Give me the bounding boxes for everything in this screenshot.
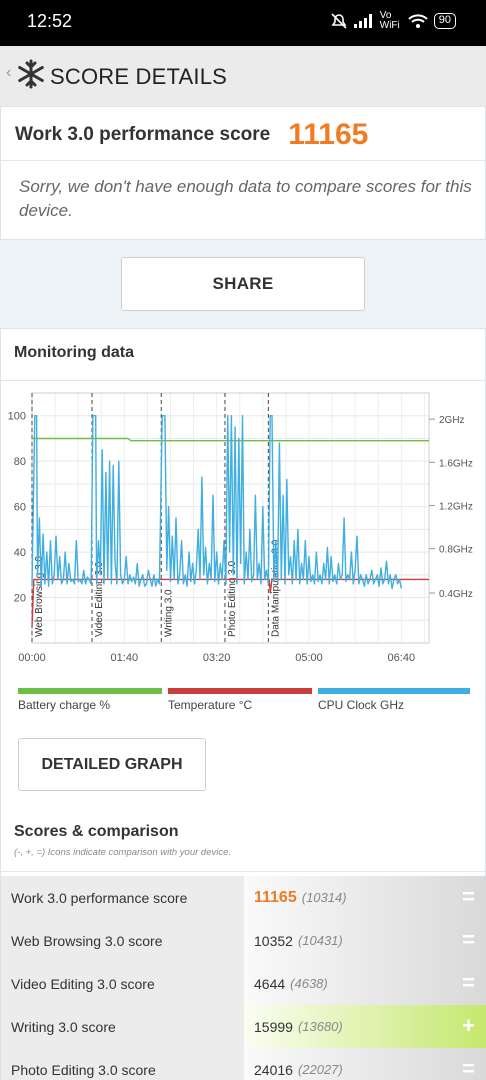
monitoring-title: Monitoring data <box>14 344 134 361</box>
snowflake-logo-icon <box>18 59 44 89</box>
row-score: 11165 <box>254 888 297 906</box>
score-row: Work 3.0 performance score 11165 <box>15 115 368 155</box>
monitoring-chart[interactable]: 20 40 60 80 100 0.4GHz 0.8GHz 1.2GHz 1.6GHz 2GHz 0… <box>1 381 486 681</box>
monitoring-card: Monitoring data 20 40 60 80 100 0.4GHz 0.8GHz 1… <box>0 328 486 1080</box>
y-tick-label-right: 2GHz <box>439 415 465 426</box>
plus-icon: + <box>462 1013 475 1038</box>
table-row[interactable]: Work 3.0 performance score 11165 (10314)… <box>1 876 486 919</box>
comparison-table: Work 3.0 performance score 11165 (10314)… <box>1 876 486 1080</box>
status-icons: Vo WiFi 90 <box>330 11 456 31</box>
detailed-graph-button[interactable]: DETAILED GRAPH <box>18 738 206 791</box>
legend-swatch-cpu <box>318 688 470 694</box>
row-score: 15999 <box>254 1018 293 1035</box>
share-button[interactable]: SHARE <box>121 257 365 311</box>
equal-icon: = <box>462 1056 475 1080</box>
phase-label: Writing 3.0 <box>163 589 174 637</box>
equal-icon: = <box>462 970 475 995</box>
table-row[interactable]: Writing 3.0 score 15999 (13680) + <box>1 1005 486 1048</box>
row-label: Web Browsing 3.0 score <box>1 919 244 962</box>
table-row[interactable]: Web Browsing 3.0 score 10352 (10431) = <box>1 919 486 962</box>
x-tick-label: 03:20 <box>203 652 231 664</box>
divider <box>1 160 485 161</box>
row-compare: (22027) <box>297 1062 343 1077</box>
row-compare: (4638) <box>290 976 328 991</box>
legend-item-battery: Battery charge % <box>18 688 162 712</box>
x-tick-label: 05:00 <box>295 652 323 664</box>
y-tick-label: 40 <box>14 547 26 559</box>
comparison-note: (-, +, =) Icons indicate comparison with… <box>14 847 232 858</box>
row-score: 4644 <box>254 975 286 992</box>
phase-label: Data Manipulation 3.0 <box>270 539 281 637</box>
row-label: Work 3.0 performance score <box>1 876 244 919</box>
row-score: 10352 <box>254 932 293 949</box>
legend-label-battery: Battery charge % <box>18 698 111 712</box>
series-line-0 <box>32 437 429 442</box>
score-value: 11165 <box>288 118 369 151</box>
x-tick-label: 00:00 <box>18 652 46 664</box>
row-value: 15999 (13680) + <box>244 1005 486 1048</box>
y-tick-label: 60 <box>14 502 26 514</box>
wifi-icon <box>408 14 428 28</box>
comparison-message: Sorry, we don't have enough data to comp… <box>19 177 472 220</box>
legend-item-temperature: Temperature °C <box>168 688 312 712</box>
x-tick-label: 01:40 <box>111 652 139 664</box>
divider <box>1 871 485 872</box>
score-label: Work 3.0 performance score <box>15 124 271 145</box>
series-line-1 <box>31 578 429 628</box>
vowifi-label: Vo WiFi <box>379 10 400 31</box>
score-card: Work 3.0 performance score 11165 Sorry, … <box>0 106 486 240</box>
row-score: 24016 <box>254 1061 293 1078</box>
y-tick-label-right: 1.2GHz <box>439 502 473 513</box>
back-icon[interactable]: ‹ <box>6 64 12 81</box>
legend-label-cpu: CPU Clock GHz <box>318 698 405 712</box>
y-tick-label: 20 <box>14 593 26 605</box>
divider <box>1 380 485 381</box>
legend-label-temperature: Temperature °C <box>168 698 253 712</box>
row-value: 4644 (4638) = <box>244 962 486 1005</box>
table-row[interactable]: Photo Editing 3.0 score 24016 (22027) = <box>1 1048 486 1080</box>
legend-swatch-battery <box>18 688 162 694</box>
page-title: SCORE DETAILS <box>50 64 228 89</box>
status-time: 12:52 <box>27 11 73 31</box>
row-label: Writing 3.0 score <box>1 1005 244 1048</box>
legend-swatch-temperature <box>168 688 312 694</box>
y-tick-label-right: 1.6GHz <box>439 458 473 469</box>
row-value: 11165 (10314) = <box>244 876 486 919</box>
status-bar: 12:52 Vo WiFi 90 <box>0 0 486 46</box>
row-label: Video Editing 3.0 score <box>1 962 244 1005</box>
row-compare: (13680) <box>297 1019 343 1034</box>
app-bar: ‹ SCORE DETAILS <box>0 46 486 106</box>
phase-label: Video Editing 3.0 <box>94 561 105 637</box>
y-tick-label-right: 0.4GHz <box>439 589 473 600</box>
signal-icon <box>353 14 372 28</box>
row-value: 24016 (22027) = <box>244 1048 486 1080</box>
y-tick-label: 100 <box>8 411 26 423</box>
battery-icon: 90 <box>433 13 456 29</box>
legend-item-cpu: CPU Clock GHz <box>318 688 470 712</box>
row-compare: (10314) <box>301 890 347 905</box>
phase-label: Photo Editing 3.0 <box>227 560 238 637</box>
equal-icon: = <box>462 927 475 952</box>
x-tick-label: 06:40 <box>388 652 416 664</box>
equal-icon: = <box>462 884 475 909</box>
row-value: 10352 (10431) = <box>244 919 486 962</box>
phase-label: Web Browsing 3.0 <box>34 556 45 637</box>
comparison-title: Scores & comparison <box>14 823 179 840</box>
series-line-2 <box>31 415 402 590</box>
row-label: Photo Editing 3.0 score <box>1 1048 244 1080</box>
mute-icon <box>331 13 347 29</box>
table-row[interactable]: Video Editing 3.0 score 4644 (4638) = <box>1 962 486 1005</box>
y-tick-label-right: 0.8GHz <box>439 545 473 556</box>
plot-frame <box>31 392 430 644</box>
y-tick-label: 80 <box>14 456 26 468</box>
row-compare: (10431) <box>297 933 343 948</box>
